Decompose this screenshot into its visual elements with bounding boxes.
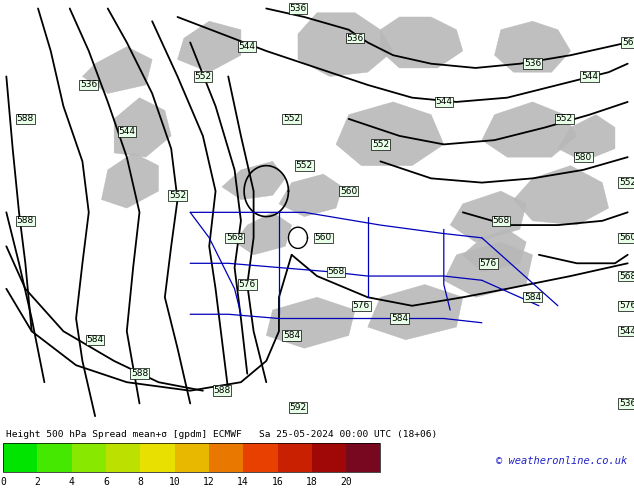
Text: 6: 6 bbox=[103, 477, 109, 487]
Text: 544: 544 bbox=[239, 42, 256, 51]
Polygon shape bbox=[368, 285, 463, 340]
Text: Height 500 hPa Spread mean+σ [gpdm] ECMWF   Sa 25-05-2024 00:00 UTC (18+06): Height 500 hPa Spread mean+σ [gpdm] ECMW… bbox=[6, 430, 437, 439]
Text: © weatheronline.co.uk: © weatheronline.co.uk bbox=[496, 456, 628, 466]
Text: 560: 560 bbox=[314, 233, 332, 243]
Polygon shape bbox=[101, 153, 158, 208]
Text: 544: 544 bbox=[119, 127, 135, 136]
Text: 584: 584 bbox=[283, 331, 301, 340]
Text: 14: 14 bbox=[237, 477, 249, 487]
Text: 576: 576 bbox=[479, 259, 497, 268]
Polygon shape bbox=[178, 21, 241, 72]
Text: 576: 576 bbox=[353, 301, 370, 310]
Polygon shape bbox=[463, 229, 526, 272]
Text: 544: 544 bbox=[581, 72, 598, 81]
Text: 4: 4 bbox=[69, 477, 75, 487]
Text: 560: 560 bbox=[619, 233, 634, 243]
Text: 568: 568 bbox=[619, 271, 634, 281]
Polygon shape bbox=[266, 297, 355, 348]
Text: 536: 536 bbox=[346, 34, 364, 43]
Text: 536: 536 bbox=[524, 59, 541, 68]
Text: 588: 588 bbox=[16, 216, 34, 225]
Text: 18: 18 bbox=[306, 477, 318, 487]
Bar bbox=[243, 443, 278, 472]
Bar bbox=[3, 443, 37, 472]
Text: 568: 568 bbox=[226, 233, 243, 243]
Polygon shape bbox=[514, 166, 609, 225]
Text: 592: 592 bbox=[289, 403, 307, 412]
Text: 0: 0 bbox=[0, 477, 6, 487]
Text: 552: 552 bbox=[169, 191, 186, 200]
Polygon shape bbox=[82, 47, 152, 94]
Polygon shape bbox=[380, 17, 463, 68]
Bar bbox=[209, 443, 243, 472]
Text: 552: 552 bbox=[619, 178, 634, 187]
Text: 552: 552 bbox=[555, 114, 573, 123]
Text: 576: 576 bbox=[619, 301, 634, 310]
Text: 576: 576 bbox=[238, 280, 256, 289]
Bar bbox=[72, 443, 106, 472]
Polygon shape bbox=[444, 242, 533, 297]
Text: 552: 552 bbox=[295, 161, 313, 170]
Bar bbox=[312, 443, 346, 472]
Bar bbox=[37, 443, 72, 472]
Polygon shape bbox=[336, 102, 444, 166]
Text: 20: 20 bbox=[340, 477, 352, 487]
Polygon shape bbox=[222, 161, 285, 199]
Text: 8: 8 bbox=[138, 477, 143, 487]
Polygon shape bbox=[235, 212, 292, 255]
Text: 568: 568 bbox=[492, 216, 510, 225]
Text: 588: 588 bbox=[131, 369, 148, 378]
Text: 588: 588 bbox=[213, 386, 231, 395]
Bar bbox=[106, 443, 140, 472]
Text: 12: 12 bbox=[203, 477, 215, 487]
Text: 584: 584 bbox=[86, 335, 104, 344]
Polygon shape bbox=[495, 21, 571, 72]
Text: 588: 588 bbox=[16, 114, 34, 123]
Text: 544: 544 bbox=[619, 327, 634, 336]
Text: 544: 544 bbox=[436, 98, 452, 106]
Polygon shape bbox=[114, 98, 171, 157]
Text: 580: 580 bbox=[574, 152, 592, 162]
Text: 584: 584 bbox=[524, 293, 541, 302]
Text: 568: 568 bbox=[327, 267, 345, 276]
Text: 552: 552 bbox=[283, 114, 301, 123]
Bar bbox=[140, 443, 174, 472]
Bar bbox=[3, 443, 380, 472]
Text: 536: 536 bbox=[619, 399, 634, 408]
Text: 536: 536 bbox=[80, 80, 98, 90]
Text: 552: 552 bbox=[194, 72, 212, 81]
Polygon shape bbox=[450, 191, 526, 242]
Text: 16: 16 bbox=[271, 477, 283, 487]
Bar bbox=[174, 443, 209, 472]
Polygon shape bbox=[558, 115, 615, 161]
Text: 560: 560 bbox=[340, 187, 358, 196]
Bar bbox=[346, 443, 380, 472]
Polygon shape bbox=[279, 174, 342, 217]
Text: 552: 552 bbox=[372, 140, 389, 149]
Polygon shape bbox=[298, 13, 393, 76]
Text: 2: 2 bbox=[34, 477, 41, 487]
Text: 584: 584 bbox=[391, 314, 408, 323]
Text: 10: 10 bbox=[169, 477, 181, 487]
Text: 536: 536 bbox=[289, 4, 307, 13]
Text: 56: 56 bbox=[622, 38, 633, 47]
Polygon shape bbox=[482, 102, 577, 157]
Bar bbox=[278, 443, 312, 472]
